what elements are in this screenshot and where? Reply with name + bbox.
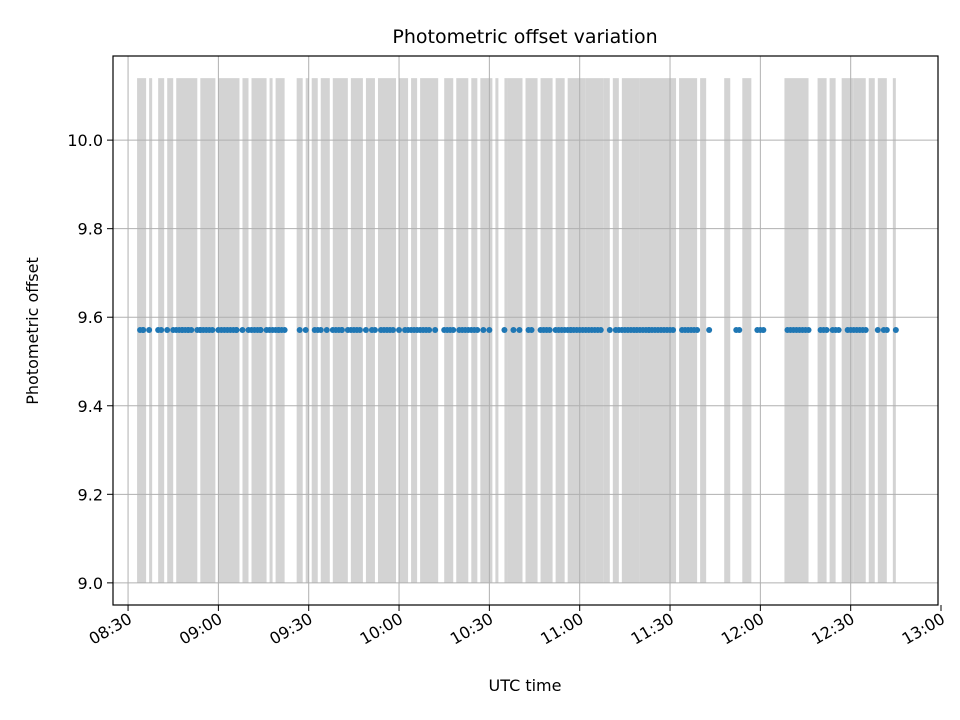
data-point: [597, 327, 604, 334]
x-tick-label: 12:00: [718, 609, 767, 649]
y-tick-label: 9.8: [78, 220, 103, 239]
x-tick-label: 11:00: [537, 609, 586, 649]
data-point: [281, 327, 288, 334]
x-tick-label: 09:00: [176, 609, 225, 649]
y-tick-label: 9.2: [78, 485, 103, 504]
data-point: [209, 327, 216, 334]
data-point: [140, 327, 147, 334]
data-point: [146, 327, 153, 334]
data-point: [362, 327, 369, 334]
data-point: [390, 327, 397, 334]
data-point: [239, 327, 246, 334]
y-tick-label: 9.0: [78, 574, 103, 593]
x-tick-label: 12:30: [808, 609, 857, 649]
x-tick-label: 09:30: [266, 609, 315, 649]
data-point: [528, 327, 535, 334]
data-point: [396, 327, 403, 334]
data-point: [432, 327, 439, 334]
chart-title: Photometric offset variation: [392, 26, 657, 48]
data-point: [323, 327, 330, 334]
x-tick-label: 10:00: [357, 609, 406, 649]
data-point: [694, 327, 701, 334]
x-tick-label: 08:30: [86, 609, 135, 649]
data-point: [296, 327, 303, 334]
data-point: [606, 327, 613, 334]
data-point: [516, 327, 523, 334]
data-point: [450, 327, 457, 334]
data-point: [158, 327, 165, 334]
y-tick-label: 9.6: [78, 308, 103, 327]
observation-band: [167, 78, 174, 583]
data-point: [892, 327, 899, 334]
data-point: [317, 327, 324, 334]
data-point: [736, 327, 743, 334]
data-point: [371, 327, 378, 334]
x-tick-label: 11:30: [628, 609, 677, 649]
observation-band: [700, 78, 707, 583]
observation-band: [603, 78, 610, 583]
data-point: [486, 327, 493, 334]
data-point: [546, 327, 553, 334]
data-points: [137, 327, 899, 334]
y-axis-label: Photometric offset: [23, 257, 42, 405]
observation-band: [868, 78, 875, 583]
observation-band: [242, 78, 249, 583]
y-tick-label: 10.0: [67, 131, 103, 150]
data-point: [426, 327, 433, 334]
x-axis-label: UTC time: [489, 676, 562, 695]
data-point: [760, 327, 767, 334]
data-point: [474, 327, 481, 334]
y-tick-label: 9.4: [78, 397, 103, 416]
data-point: [257, 327, 264, 334]
x-tick-label: 10:30: [447, 609, 496, 649]
data-point: [501, 327, 508, 334]
data-point: [883, 327, 890, 334]
y-axis-ticks: 9.0 9.2 9.4 9.6 9.8 10.0: [67, 131, 113, 593]
data-point: [356, 327, 363, 334]
grid-lines: [113, 56, 938, 605]
data-point: [706, 327, 713, 334]
data-point: [823, 327, 830, 334]
data-point: [302, 327, 309, 334]
data-point: [835, 327, 842, 334]
x-axis-ticks: 08:30 09:00 09:30 10:00 10:30 11:00 11:30 12:00…: [86, 605, 948, 649]
data-point: [510, 327, 517, 334]
observation-band: [742, 78, 752, 583]
observation-band: [724, 78, 731, 583]
data-point: [164, 327, 171, 334]
data-point: [480, 327, 487, 334]
data-point: [862, 327, 869, 334]
data-point: [670, 327, 677, 334]
observation-band: [495, 78, 499, 583]
data-point: [188, 327, 195, 334]
x-tick-label: 13:00: [899, 609, 948, 649]
plot-frame: [112, 55, 939, 606]
data-point: [805, 327, 812, 334]
data-point: [338, 327, 345, 334]
data-point: [874, 327, 881, 334]
data-point: [233, 327, 240, 334]
